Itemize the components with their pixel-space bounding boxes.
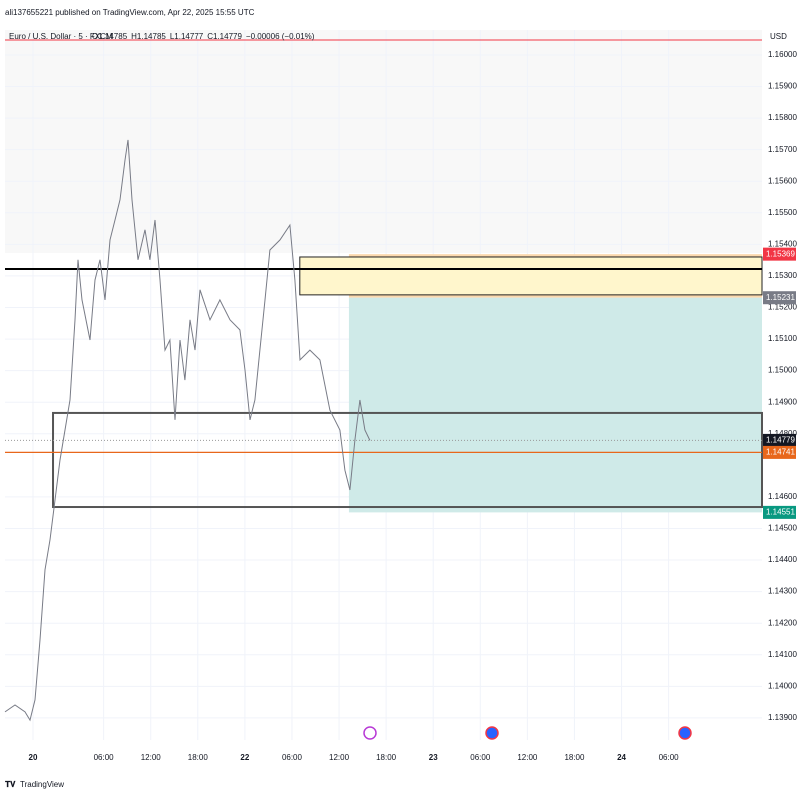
y-tick-label: 1.15100	[768, 334, 797, 343]
chart-title: Euro / U.S. Dollar · 5 · FXCM	[9, 32, 113, 41]
event-icons	[363, 726, 692, 740]
currency: USD	[770, 32, 787, 41]
price-label: 1.14741	[766, 448, 795, 457]
zone	[299, 256, 763, 296]
price-label: 1.14551	[766, 507, 795, 516]
y-tick-label: 1.14100	[768, 650, 797, 659]
ohlc-item: C1.14779	[207, 32, 242, 41]
y-tick-label: 1.14500	[768, 524, 797, 533]
x-tick-label: 06:00	[659, 753, 680, 762]
y-tick-label: 1.15800	[768, 113, 797, 122]
event-icon	[363, 726, 377, 740]
x-tick-label: 06:00	[282, 753, 303, 762]
y-tick-label: 1.14900	[768, 397, 797, 406]
y-tick-label: 1.15500	[768, 208, 797, 217]
x-tick-label: 06:00	[470, 753, 491, 762]
header: ali137655221 published on TradingView.co…	[5, 8, 255, 17]
y-tick-label: 1.15700	[768, 145, 797, 154]
range-box	[52, 411, 764, 509]
event-icon	[485, 726, 499, 740]
zone	[348, 297, 762, 513]
ohlc-item: L1.14777	[170, 32, 204, 41]
y-tick-label: 1.15000	[768, 366, 797, 375]
ohlc-item: O1.14785	[92, 32, 128, 41]
x-tick-label: 18:00	[188, 753, 209, 762]
y-tick-label: 1.13900	[768, 713, 797, 722]
y-tick-label: 1.14800	[768, 429, 797, 438]
y-tick-label: 1.15300	[768, 271, 797, 280]
price-line	[4, 139, 371, 722]
y-tick-label: 1.14300	[768, 587, 797, 596]
x-tick-label: 18:00	[564, 753, 585, 762]
x-tick-label: 24	[617, 753, 626, 762]
shade	[5, 30, 762, 253]
y-tick-label: 1.15900	[768, 82, 797, 91]
y-tick-label: 1.15600	[768, 176, 797, 185]
event-icon	[678, 726, 692, 740]
footer: TradingView	[20, 780, 64, 789]
y-tick-label: 1.15400	[768, 239, 797, 248]
x-tick-label: 12:00	[141, 753, 162, 762]
y-tick-label: 1.14200	[768, 618, 797, 627]
ohlc-item: −0.00006 (−0.01%)	[246, 32, 315, 41]
x-tick-label: 22	[240, 753, 249, 762]
x-tick-label: 18:00	[376, 753, 397, 762]
price-label: 1.15369	[766, 249, 795, 258]
y-tick-label: 1.14600	[768, 492, 797, 501]
x-tick-label: 20	[29, 753, 38, 762]
price-label: 1.14779	[766, 436, 795, 445]
x-tick-label: 23	[429, 753, 438, 762]
price-label-box	[763, 505, 796, 519]
price-label-box	[763, 291, 796, 305]
y-tick-label: 1.16000	[768, 50, 797, 59]
ohlc-item: H1.14785	[131, 32, 166, 41]
y-tick-label: 1.14000	[768, 681, 797, 690]
price-label-box	[763, 247, 796, 261]
y-tick-label: 1.15200	[768, 303, 797, 312]
price-label: 1.15231	[766, 293, 795, 302]
x-tick-label: 12:00	[517, 753, 538, 762]
ohlc-legend: O1.14785 H1.14785 L1.14777 C1.14779 −0.00006…	[92, 32, 315, 41]
x-tick-label: 06:00	[94, 753, 115, 762]
price-label-box	[763, 445, 796, 459]
logo: 𝐓𝐕	[5, 780, 16, 789]
x-tick-label: 12:00	[329, 753, 350, 762]
y-tick-label: 1.14400	[768, 555, 797, 564]
